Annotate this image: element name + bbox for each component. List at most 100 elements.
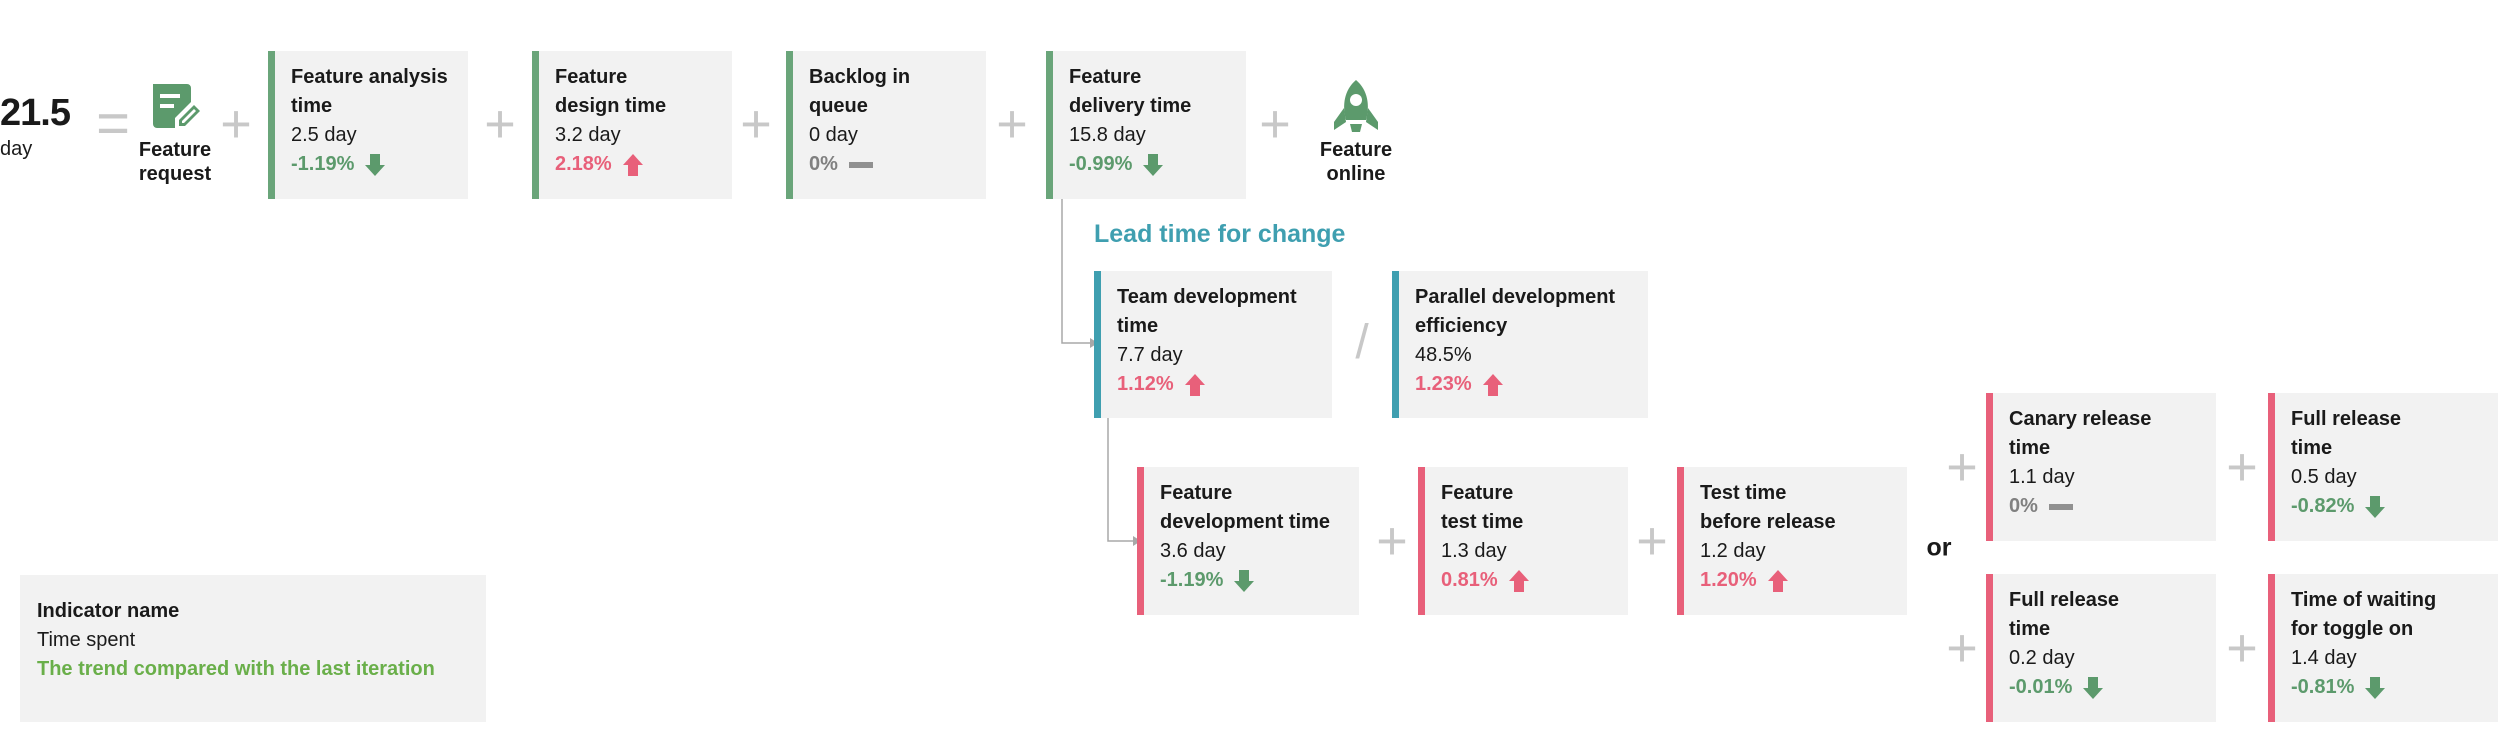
metric-box-full-release-b: Full release time 0.2 day -0.01% (1986, 574, 2216, 722)
trend-value: 2.18% (555, 153, 612, 175)
legend-line: Time spent (37, 629, 136, 651)
metric-value: 0 day (809, 124, 858, 146)
metric-title: Backlog in queue (809, 66, 911, 117)
feature-request-label: Feature request (138, 139, 212, 185)
metric-trend: 0% (809, 150, 970, 179)
metric-value: 15.8 day (1069, 124, 1146, 146)
total-unit: day (0, 138, 33, 160)
flat-dash-icon (2048, 495, 2074, 519)
metric-trend: 0.81% (1441, 566, 1612, 595)
plus-sign: + (1636, 511, 1668, 571)
trend-value: 0% (2009, 495, 2038, 517)
rocket-icon (1330, 78, 1382, 136)
metric-box-feature-development: Feature development time 3.6 day -1.19% (1137, 467, 1359, 615)
metric-trend: -1.19% (291, 150, 452, 179)
trend-value: 0.81% (1441, 569, 1498, 591)
equals-sign: = (96, 91, 130, 156)
metric-value: 0.5 day (2291, 466, 2357, 488)
trend-value: 0% (809, 153, 838, 175)
plus-sign: + (2226, 618, 2258, 678)
legend-title: Indicator name (37, 600, 180, 622)
plus-sign: + (1946, 618, 1978, 678)
metric-value: 7.7 day (1117, 344, 1183, 366)
metric-title: Full release time (2009, 589, 2120, 640)
metric-value: 1.4 day (2291, 647, 2357, 669)
metric-title: Feature delivery time (1069, 66, 1192, 117)
trend-value: 1.23% (1415, 373, 1472, 395)
arrow-up-icon (1482, 373, 1504, 397)
arrow-down-icon (1233, 569, 1255, 593)
trend-value: 1.20% (1700, 569, 1757, 591)
metric-box-test-before-release: Test time before release 1.2 day 1.20% (1677, 467, 1907, 615)
trend-value: -0.82% (2291, 495, 2355, 517)
trend-value: 1.12% (1117, 373, 1174, 395)
plus-sign: + (484, 94, 516, 154)
metric-trend: 2.18% (555, 150, 716, 179)
metric-box-feature-delivery: Feature delivery time 15.8 day -0.99% (1046, 51, 1246, 199)
plus-sign: + (220, 94, 252, 154)
metric-value: 1.3 day (1441, 540, 1507, 562)
metric-value: 1.2 day (1700, 540, 1766, 562)
metric-title: Feature analysis time (291, 66, 448, 117)
divide-sign: / (1355, 316, 1369, 369)
or-label: or (1926, 533, 1952, 562)
metric-title: Parallel development efficiency (1415, 286, 1616, 337)
edit-document-icon (149, 80, 201, 132)
metric-title: Full release time (2291, 408, 2402, 459)
metric-box-backlog: Backlog in queue 0 day 0% (786, 51, 986, 199)
arrow-up-icon (1508, 569, 1530, 593)
arrow-down-icon (364, 153, 386, 177)
metric-box-feature-test: Feature test time 1.3 day 0.81% (1418, 467, 1628, 615)
metric-box-toggle-waiting: Time of waiting for toggle on 1.4 day -0… (2268, 574, 2498, 722)
metric-trend: -1.19% (1160, 566, 1343, 595)
metric-trend: -0.82% (2291, 492, 2482, 521)
metric-trend: -0.81% (2291, 673, 2482, 702)
flat-dash-icon (848, 153, 874, 177)
metric-title: Feature design time (555, 66, 667, 117)
plus-sign: + (1946, 437, 1978, 497)
plus-sign: + (996, 94, 1028, 154)
trend-value: -0.01% (2009, 676, 2073, 698)
plus-sign: + (1376, 511, 1408, 571)
legend-trend: The trend compared with the last iterati… (37, 658, 435, 680)
metric-value: 2.5 day (291, 124, 357, 146)
metric-trend: 1.20% (1700, 566, 1891, 595)
metric-box-feature-analysis: Feature analysis time 2.5 day -1.19% (268, 51, 468, 199)
metric-title: Feature development time (1160, 482, 1331, 533)
trend-value: -0.99% (1069, 153, 1133, 175)
metric-title: Time of waiting for toggle on (2291, 589, 2437, 640)
feature-online-label: Feature online (1319, 139, 1393, 185)
trend-value: -1.19% (291, 153, 355, 175)
metric-title: Feature test time (1441, 482, 1524, 533)
metric-box-team-development: Team development time 7.7 day 1.12% (1094, 271, 1332, 418)
arrow-up-icon (622, 153, 644, 177)
metric-title: Test time before release (1700, 482, 1836, 533)
metric-value: 1.1 day (2009, 466, 2075, 488)
metric-trend: -0.01% (2009, 673, 2200, 702)
arrow-down-icon (1142, 153, 1164, 177)
metric-trend: 1.23% (1415, 370, 1632, 399)
arrow-up-icon (1184, 373, 1206, 397)
arrow-down-icon (2364, 676, 2386, 700)
trend-value: -0.81% (2291, 676, 2355, 698)
metric-value: 0.2 day (2009, 647, 2075, 669)
metric-value: 3.6 day (1160, 540, 1226, 562)
legend-box: Indicator name Time spent The trend comp… (20, 575, 486, 722)
metric-title: Canary release time (2009, 408, 2152, 459)
metric-box-feature-design: Feature design time 3.2 day 2.18% (532, 51, 732, 199)
total-value: 21.5 (0, 92, 71, 134)
plus-sign: + (2226, 437, 2258, 497)
arrow-down-icon (2364, 495, 2386, 519)
metric-trend: -0.99% (1069, 150, 1230, 179)
trend-value: -1.19% (1160, 569, 1224, 591)
metric-box-canary-release: Canary release time 1.1 day 0% (1986, 393, 2216, 541)
section-title-lead-time: Lead time for change (1094, 220, 1346, 248)
arrow-up-icon (1767, 569, 1789, 593)
arrow-down-icon (2082, 676, 2104, 700)
plus-sign: + (740, 94, 772, 154)
plus-sign: + (1259, 94, 1291, 154)
metric-value: 48.5% (1415, 344, 1472, 366)
metric-box-full-release-a: Full release time 0.5 day -0.82% (2268, 393, 2498, 541)
metric-title: Team development time (1117, 286, 1297, 337)
metric-box-parallel-efficiency: Parallel development efficiency 48.5% 1.… (1392, 271, 1648, 418)
